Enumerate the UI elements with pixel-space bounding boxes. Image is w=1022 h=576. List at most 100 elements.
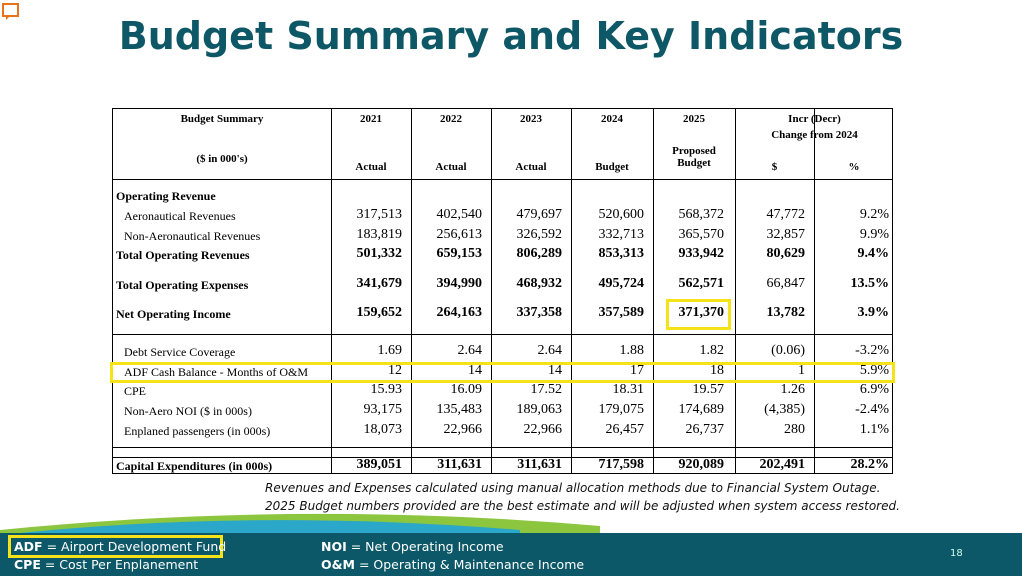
column-header: 2024 [601, 113, 623, 125]
legend-definition: = Airport Development Fund [46, 539, 227, 554]
row-label: Capital Expenditures (in 000s) [116, 459, 273, 473]
legend-item: O&M = Operating & Maintenance Income [321, 557, 584, 572]
table: Budget Summary ($ in 000's) 2021 Actual 2022… [112, 108, 893, 474]
footer-band [0, 533, 1022, 576]
highlight [666, 299, 731, 330]
cell-value: (4,385) [764, 402, 805, 417]
column-subheader: Actual [435, 161, 467, 173]
cell-value: 17.52 [530, 382, 563, 397]
change-subheader: % [848, 161, 860, 173]
cell-value: 202,491 [759, 457, 806, 472]
column-subheader: Proposed Budget [672, 145, 716, 169]
column-line [571, 109, 572, 473]
cell-value: 47,772 [766, 207, 806, 222]
legend-item: CPE = Cost Per Enplanement [14, 557, 198, 572]
cell-value: 66,847 [766, 276, 806, 291]
cell-value: 32,857 [766, 227, 806, 242]
legend-term: CPE [14, 557, 41, 572]
cell-value: 317,513 [356, 207, 403, 222]
cell-value: 189,063 [516, 402, 563, 417]
cell-value: 520,600 [598, 207, 645, 222]
cell-value: 717,598 [598, 457, 645, 472]
cell-value: 341,679 [356, 276, 403, 291]
cell-value: 9.4% [857, 246, 890, 261]
row-label: CPE [124, 384, 147, 398]
cell-value: 159,652 [356, 305, 403, 320]
cell-value: 394,990 [436, 276, 483, 291]
comment-icon[interactable] [2, 3, 20, 21]
column-subheader: Budget [595, 161, 629, 173]
title: Budget Summary and Key Indicators [118, 14, 904, 58]
cell-value: 179,075 [598, 402, 645, 417]
cell-value: 18 [710, 363, 724, 378]
change-header: Incr (Decr) [788, 113, 841, 125]
row-label: Operating Revenue [116, 189, 216, 203]
cell-value: 1.69 [377, 343, 403, 358]
cell-value: 183,819 [356, 227, 403, 242]
row-label: Total Operating Expenses [116, 278, 249, 292]
cell-value: 80,629 [766, 246, 806, 261]
row-label: Aeronautical Revenues [124, 209, 236, 223]
cell-value: 1.1% [859, 422, 889, 437]
column-line [411, 109, 412, 473]
row-line [113, 179, 892, 180]
cell-value: 468,932 [516, 276, 563, 291]
row-line [113, 447, 892, 448]
row-line [113, 457, 892, 458]
cell-value: 495,724 [598, 276, 645, 291]
cell-value: 9.9% [859, 227, 889, 242]
column-header: Budget Summary [180, 113, 264, 125]
column-header: 2023 [520, 113, 542, 125]
cell-value: 135,483 [436, 402, 483, 417]
column-header: 2022 [440, 113, 462, 125]
cell-value: 26,457 [605, 422, 645, 437]
cell-value: 22,966 [523, 422, 563, 437]
note: Revenues and Expenses calculated using m… [265, 481, 881, 495]
cell-value: 806,289 [516, 246, 563, 261]
legend-term: NOI [321, 539, 347, 554]
cell-value: -3.2% [855, 343, 889, 358]
cell-value: 5.9% [859, 363, 889, 378]
column-subheader: Actual [515, 161, 547, 173]
row-label: Enplaned passengers (in 000s) [124, 424, 271, 438]
column-subheader: Actual [355, 161, 387, 173]
cell-value: -2.4% [855, 402, 889, 417]
cell-value: 920,089 [678, 457, 725, 472]
cell-value: 14 [468, 363, 482, 378]
column-line [814, 109, 815, 473]
cell-value: 13,782 [766, 305, 806, 320]
cell-value: 18,073 [363, 422, 403, 437]
cell-value: 26,737 [685, 422, 725, 437]
row-label: ADF Cash Balance - Months of O&M [124, 365, 308, 379]
cell-value: 264,163 [436, 305, 483, 320]
cell-value: 501,332 [356, 246, 403, 261]
column-line [735, 109, 736, 473]
cell-value: 933,942 [678, 246, 725, 261]
cell-value: 28.2% [850, 457, 890, 472]
column-header: 2025 [683, 113, 705, 125]
row-label: Net Operating Income [116, 307, 231, 321]
cell-value: 3.9% [857, 305, 890, 320]
cell-value: 365,570 [678, 227, 725, 242]
row-label: Non-Aero NOI ($ in 000s) [124, 404, 252, 418]
legend-item: NOI = Net Operating Income [321, 539, 504, 554]
cell-value: 337,358 [516, 305, 563, 320]
cell-value: 174,689 [678, 402, 725, 417]
cell-value: 1 [798, 363, 805, 378]
legend-definition: = Cost Per Enplanement [44, 557, 199, 572]
cell-value: 19.57 [692, 382, 725, 397]
cell-value: 93,175 [363, 402, 403, 417]
cell-value: 568,372 [678, 207, 725, 222]
cell-value: 402,540 [436, 207, 483, 222]
cell-value: 311,631 [517, 457, 562, 472]
highlight [110, 362, 895, 383]
cell-value: 1.88 [619, 343, 645, 358]
column-line [331, 109, 332, 473]
row-line [113, 334, 892, 335]
cell-value: 15.93 [370, 382, 403, 397]
row-label: Non-Aeronautical Revenues [124, 229, 261, 243]
legend-definition: = Net Operating Income [350, 539, 504, 554]
legend-term: ADF [14, 539, 43, 554]
column-line [653, 109, 654, 473]
